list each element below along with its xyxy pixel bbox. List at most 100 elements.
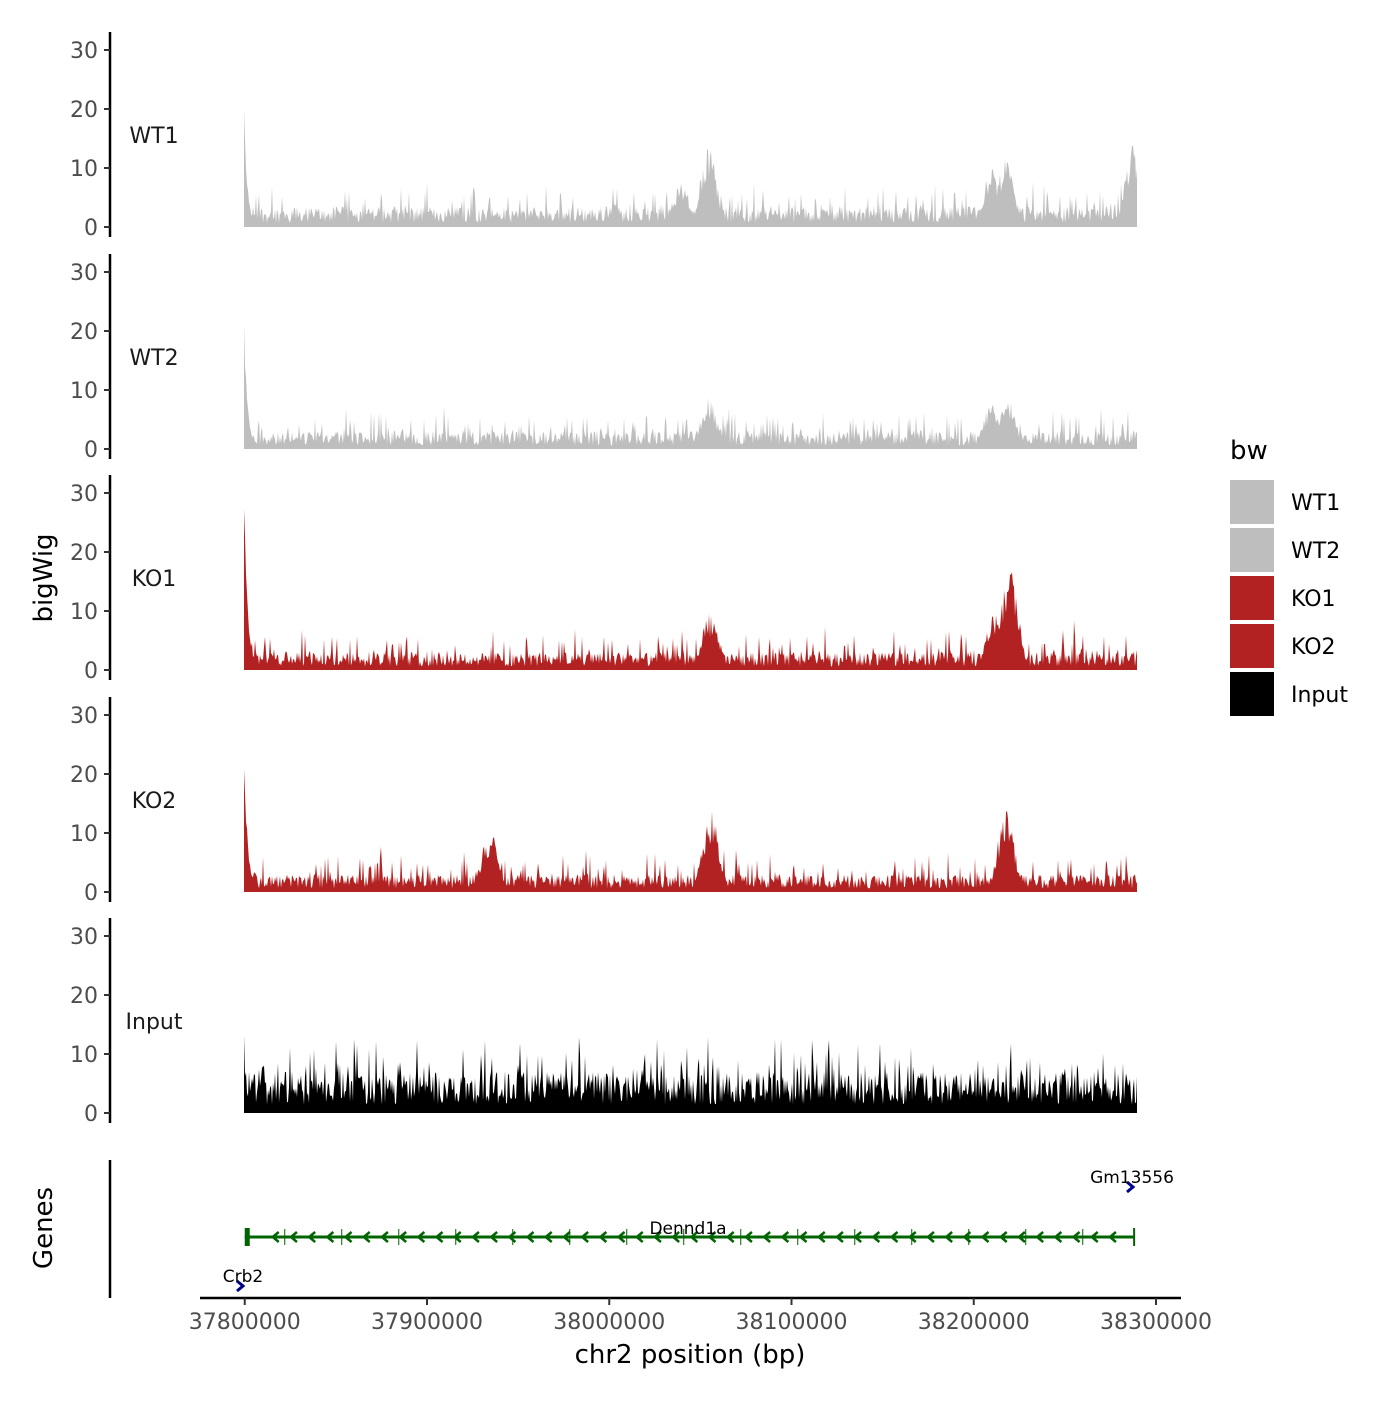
tracks-group: 0 10 20 30 WT1 0 10 20 30 WT2 0 10 20 30 KO1 0 10 20 30 KO2…	[70, 32, 1137, 1127]
gene-exon	[244, 1228, 250, 1246]
strand-arrow	[725, 1231, 735, 1243]
legend-swatch-wt1	[1230, 480, 1274, 524]
gene-label: Dennd1a	[649, 1219, 726, 1239]
strand-arrow	[980, 1231, 990, 1243]
track-label-input: Input	[126, 1010, 183, 1035]
y-tick-label: 10	[70, 157, 98, 182]
track-ko1: 0 10 20 30 KO1	[70, 475, 1137, 684]
strand-arrow	[998, 1231, 1008, 1243]
strand-arrow	[834, 1231, 844, 1243]
strand-arrow	[1035, 1231, 1044, 1243]
strand-arrow	[889, 1231, 899, 1243]
legend-label-ko1: KO1	[1291, 587, 1336, 612]
legend: bw WT1 WT2 KO1 KO2 Input	[1230, 436, 1348, 716]
strand-arrow	[743, 1231, 753, 1243]
gene-label: Crb2	[223, 1267, 263, 1287]
strand-arrow	[361, 1231, 371, 1243]
strand-arrow	[907, 1231, 917, 1243]
x-tick-label: 37800000	[189, 1310, 301, 1335]
y-tick-label: 0	[84, 1102, 98, 1127]
y-tick-label: 0	[84, 216, 98, 241]
strand-arrow	[598, 1231, 608, 1243]
strand-arrow	[652, 1231, 662, 1243]
legend-label-wt2: WT2	[1291, 539, 1340, 564]
y-tick-label: 20	[70, 541, 98, 566]
y-tick-label: 30	[70, 925, 98, 950]
strand-arrow	[288, 1231, 298, 1243]
strand-arrow	[416, 1231, 426, 1243]
strand-arrow	[452, 1231, 462, 1243]
y-tick-label: 0	[84, 881, 98, 906]
x-tick-label: 38300000	[1100, 1310, 1212, 1335]
y-tick-label: 10	[70, 600, 98, 625]
strand-arrow	[689, 1231, 699, 1243]
strand-arrow	[398, 1231, 407, 1243]
strand-arrow	[1053, 1231, 1063, 1243]
legend-swatch-wt2	[1230, 528, 1274, 572]
strand-arrow	[343, 1231, 353, 1243]
legend-swatch-input	[1230, 672, 1274, 716]
strand-arrow	[507, 1231, 517, 1243]
legend-label-input: Input	[1291, 683, 1348, 708]
x-tick-label: 38200000	[918, 1310, 1030, 1335]
strand-arrow	[1016, 1231, 1026, 1243]
legend-swatch-ko2	[1230, 624, 1274, 668]
track-wt1: 0 10 20 30 WT1	[70, 32, 1137, 241]
strand-arrow	[543, 1231, 553, 1243]
strand-arrow	[1126, 1180, 1136, 1194]
y-tick-label: 30	[70, 39, 98, 64]
x-tick-label: 38100000	[736, 1310, 848, 1335]
strand-arrow	[944, 1231, 953, 1243]
strand-arrow	[525, 1231, 535, 1243]
strand-arrow	[671, 1231, 680, 1243]
genes-group: Gm13556 Dennd1a Crb2	[108, 1160, 1174, 1298]
gene-label: Gm13556	[1090, 1168, 1174, 1188]
strand-arrow	[798, 1231, 808, 1243]
x-tick-label: 37900000	[371, 1310, 483, 1335]
signal-area-wt1	[244, 109, 1137, 227]
strand-arrow	[925, 1231, 935, 1243]
y-tick-label: 20	[70, 763, 98, 788]
gene-gm13556: Gm13556	[1090, 1168, 1174, 1194]
y-tick-label: 30	[70, 261, 98, 286]
track-label-ko1: KO1	[132, 567, 177, 592]
strand-arrow	[489, 1231, 498, 1243]
strand-arrow	[470, 1231, 480, 1243]
y-tick-label: 0	[84, 438, 98, 463]
strand-arrow	[707, 1231, 717, 1243]
legend-title: bw	[1230, 436, 1268, 466]
strand-arrow	[325, 1231, 335, 1243]
y-tick-label: 20	[70, 984, 98, 1009]
strand-arrow	[871, 1231, 881, 1243]
strand-arrow	[1089, 1231, 1099, 1243]
strand-arrow	[816, 1231, 826, 1243]
legend-swatch-ko1	[1230, 576, 1274, 620]
strand-arrow	[434, 1231, 444, 1243]
track-label-wt1: WT1	[129, 124, 178, 149]
track-label-ko2: KO2	[132, 789, 177, 814]
x-axis-label: chr2 position (bp)	[575, 1340, 806, 1370]
y-tick-label: 20	[70, 320, 98, 345]
strand-arrow	[580, 1231, 589, 1243]
strand-arrow	[762, 1231, 771, 1243]
track-wt2: 0 10 20 30 WT2	[70, 254, 1137, 463]
y-tick-label: 20	[70, 98, 98, 123]
legend-label-ko2: KO2	[1291, 635, 1336, 660]
gene-dennd1a: Dennd1a	[244, 1219, 1136, 1246]
gene-crb2: Crb2	[223, 1267, 263, 1293]
signal-area-input	[244, 1035, 1137, 1113]
strand-arrow	[236, 1279, 246, 1293]
strand-arrow	[780, 1231, 790, 1243]
y-tick-label: 30	[70, 482, 98, 507]
y-tick-label: 10	[70, 1043, 98, 1068]
x-tick-label: 38000000	[553, 1310, 665, 1335]
strand-arrow	[307, 1231, 316, 1243]
strand-arrow	[1107, 1231, 1117, 1243]
strand-arrow	[634, 1231, 644, 1243]
track-label-wt2: WT2	[129, 346, 178, 371]
strand-arrow	[1071, 1231, 1081, 1243]
strand-arrow	[616, 1231, 626, 1243]
